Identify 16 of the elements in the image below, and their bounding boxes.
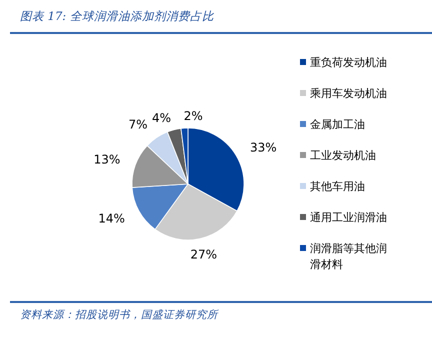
data-label: 14% <box>98 212 125 226</box>
data-label: 27% <box>190 247 218 262</box>
legend-label: 通用工业润滑油 <box>310 211 387 224</box>
data-label: 2% <box>184 109 203 124</box>
legend-label: 润滑脂等其他润滑材料 <box>310 242 387 271</box>
data-label: 7% <box>128 117 148 132</box>
legend-label: 其他车用油 <box>310 180 365 193</box>
data-label: 33% <box>250 140 277 154</box>
chart-title: 图表 17: 全球润滑油添加剂消费占比 <box>20 9 214 23</box>
legend-label: 重负荷发动机油 <box>310 56 387 69</box>
data-label: 13% <box>94 152 120 167</box>
legend-label: 乘用车发动机油 <box>310 87 387 100</box>
legend-label: 工业发动机油 <box>310 149 376 162</box>
text: 资料来源：招股说明书，国盛证券研究所 <box>20 309 219 321</box>
data-label: 4% <box>152 111 172 126</box>
legend-label: 金属加工油 <box>310 118 365 131</box>
